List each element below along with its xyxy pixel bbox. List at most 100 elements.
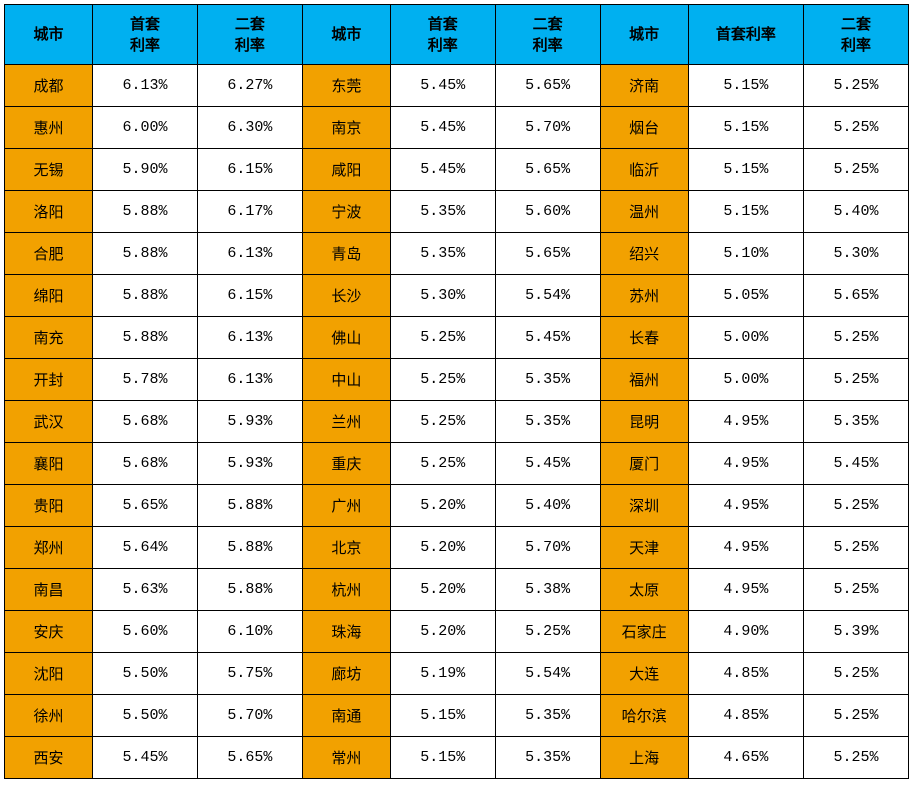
city-cell: 襄阳 (5, 443, 93, 485)
city-cell: 开封 (5, 359, 93, 401)
hdr-first-2: 首套 利率 (390, 5, 495, 65)
second-rate-cell: 5.25% (804, 527, 909, 569)
city-cell: 贵阳 (5, 485, 93, 527)
first-rate-cell: 5.15% (390, 737, 495, 779)
table-row: 洛阳5.88%6.17%宁波5.35%5.60%温州5.15%5.40% (5, 191, 909, 233)
table-row: 成都6.13%6.27%东莞5.45%5.65%济南5.15%5.25% (5, 65, 909, 107)
first-rate-cell: 5.25% (390, 401, 495, 443)
city-cell: 合肥 (5, 233, 93, 275)
city-cell: 厦门 (600, 443, 688, 485)
first-rate-cell: 5.45% (390, 149, 495, 191)
first-rate-cell: 6.00% (93, 107, 198, 149)
second-rate-cell: 5.40% (804, 191, 909, 233)
first-rate-cell: 5.65% (93, 485, 198, 527)
second-rate-cell: 5.45% (495, 443, 600, 485)
second-rate-cell: 5.60% (495, 191, 600, 233)
second-rate-cell: 5.25% (804, 695, 909, 737)
table-row: 惠州6.00%6.30%南京5.45%5.70%烟台5.15%5.25% (5, 107, 909, 149)
city-cell: 东莞 (302, 65, 390, 107)
second-rate-cell: 5.54% (495, 275, 600, 317)
first-rate-cell: 5.25% (390, 317, 495, 359)
city-cell: 成都 (5, 65, 93, 107)
city-cell: 宁波 (302, 191, 390, 233)
second-rate-cell: 6.13% (197, 233, 302, 275)
city-cell: 珠海 (302, 611, 390, 653)
city-cell: 天津 (600, 527, 688, 569)
first-rate-cell: 5.19% (390, 653, 495, 695)
table-row: 开封5.78%6.13%中山5.25%5.35%福州5.00%5.25% (5, 359, 909, 401)
second-rate-cell: 5.35% (495, 401, 600, 443)
second-rate-cell: 5.25% (804, 149, 909, 191)
first-rate-cell: 5.35% (390, 233, 495, 275)
table-row: 武汉5.68%5.93%兰州5.25%5.35%昆明4.95%5.35% (5, 401, 909, 443)
city-cell: 烟台 (600, 107, 688, 149)
city-cell: 安庆 (5, 611, 93, 653)
second-rate-cell: 5.65% (197, 737, 302, 779)
header-row: 城市 首套 利率 二套 利率 城市 首套 利率 二套 利率 城市 首套利率 二套 (5, 5, 909, 65)
first-rate-cell: 5.15% (688, 149, 803, 191)
first-rate-cell: 5.68% (93, 401, 198, 443)
city-cell: 济南 (600, 65, 688, 107)
table-row: 沈阳5.50%5.75%廊坊5.19%5.54%大连4.85%5.25% (5, 653, 909, 695)
city-cell: 佛山 (302, 317, 390, 359)
hdr-second-1: 二套 利率 (197, 5, 302, 65)
first-rate-cell: 4.95% (688, 485, 803, 527)
table-row: 南昌5.63%5.88%杭州5.20%5.38%太原4.95%5.25% (5, 569, 909, 611)
city-cell: 常州 (302, 737, 390, 779)
city-cell: 昆明 (600, 401, 688, 443)
first-rate-cell: 5.00% (688, 317, 803, 359)
table-body: 成都6.13%6.27%东莞5.45%5.65%济南5.15%5.25%惠州6.… (5, 65, 909, 779)
table-row: 徐州5.50%5.70%南通5.15%5.35%哈尔滨4.85%5.25% (5, 695, 909, 737)
city-cell: 福州 (600, 359, 688, 401)
second-rate-cell: 5.88% (197, 569, 302, 611)
first-rate-cell: 4.95% (688, 569, 803, 611)
hdr-city-1: 城市 (5, 5, 93, 65)
city-cell: 郑州 (5, 527, 93, 569)
first-rate-cell: 4.95% (688, 443, 803, 485)
first-rate-cell: 5.00% (688, 359, 803, 401)
city-cell: 哈尔滨 (600, 695, 688, 737)
first-rate-cell: 5.88% (93, 317, 198, 359)
city-cell: 大连 (600, 653, 688, 695)
first-rate-cell: 5.45% (390, 65, 495, 107)
city-cell: 广州 (302, 485, 390, 527)
city-cell: 长沙 (302, 275, 390, 317)
hdr-city-3: 城市 (600, 5, 688, 65)
first-rate-cell: 4.85% (688, 653, 803, 695)
table-row: 贵阳5.65%5.88%广州5.20%5.40%深圳4.95%5.25% (5, 485, 909, 527)
second-rate-cell: 5.39% (804, 611, 909, 653)
second-rate-cell: 5.25% (804, 485, 909, 527)
table-row: 绵阳5.88%6.15%长沙5.30%5.54%苏州5.05%5.65% (5, 275, 909, 317)
second-rate-cell: 5.35% (495, 695, 600, 737)
table-row: 南充5.88%6.13%佛山5.25%5.45%长春5.00%5.25% (5, 317, 909, 359)
first-rate-cell: 5.63% (93, 569, 198, 611)
city-cell: 武汉 (5, 401, 93, 443)
city-cell: 上海 (600, 737, 688, 779)
table-row: 合肥5.88%6.13%青岛5.35%5.65%绍兴5.10%5.30% (5, 233, 909, 275)
second-rate-cell: 5.25% (804, 65, 909, 107)
second-rate-cell: 5.25% (804, 107, 909, 149)
second-rate-cell: 6.10% (197, 611, 302, 653)
second-rate-cell: 6.17% (197, 191, 302, 233)
city-cell: 苏州 (600, 275, 688, 317)
second-rate-cell: 5.70% (495, 527, 600, 569)
table-row: 襄阳5.68%5.93%重庆5.25%5.45%厦门4.95%5.45% (5, 443, 909, 485)
city-cell: 绍兴 (600, 233, 688, 275)
first-rate-cell: 5.10% (688, 233, 803, 275)
hdr-first-3: 首套利率 (688, 5, 803, 65)
first-rate-cell: 5.30% (390, 275, 495, 317)
first-rate-cell: 5.20% (390, 527, 495, 569)
first-rate-cell: 5.15% (390, 695, 495, 737)
city-cell: 青岛 (302, 233, 390, 275)
city-cell: 中山 (302, 359, 390, 401)
table-row: 无锡5.90%6.15%咸阳5.45%5.65%临沂5.15%5.25% (5, 149, 909, 191)
first-rate-cell: 5.45% (93, 737, 198, 779)
city-cell: 南通 (302, 695, 390, 737)
city-cell: 咸阳 (302, 149, 390, 191)
second-rate-cell: 5.45% (495, 317, 600, 359)
hdr-second-2: 二套 利率 (495, 5, 600, 65)
second-rate-cell: 5.93% (197, 443, 302, 485)
city-cell: 深圳 (600, 485, 688, 527)
second-rate-cell: 5.65% (495, 65, 600, 107)
second-rate-cell: 5.88% (197, 527, 302, 569)
